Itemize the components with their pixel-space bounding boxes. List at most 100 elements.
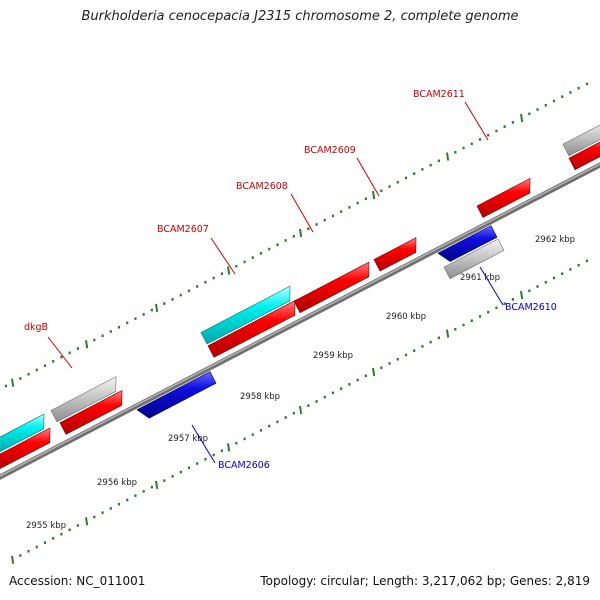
upper-scale-minor-tick: [340, 210, 343, 213]
upper-scale-minor-tick: [134, 317, 137, 320]
upper-scale-major-tick: [520, 113, 524, 123]
upper-scale-minor-tick: [268, 247, 271, 251]
upper-scale-minor-tick: [364, 197, 367, 201]
upper-scale-minor-tick: [196, 285, 199, 288]
feature-red-bar: [0, 427, 51, 469]
leader-line: [210, 237, 236, 275]
feature-gray-bar: [443, 238, 505, 280]
lower-scale-minor-tick: [187, 466, 191, 470]
gene-label-forward: BCAM2607: [157, 224, 209, 235]
feature-red-bar: [59, 390, 123, 435]
lower-scale-minor-tick: [585, 259, 588, 263]
upper-scale-major-tick: [155, 303, 159, 313]
upper-scale-minor-tick: [380, 189, 383, 193]
lower-scale-minor-tick: [478, 315, 482, 318]
lower-scale-minor-tick: [495, 306, 498, 310]
feature-red-bar: [568, 141, 600, 171]
lower-scale-major-tick: [372, 367, 376, 377]
upper-scale-minor-tick: [585, 82, 588, 86]
upper-scale-minor-tick: [220, 272, 223, 275]
upper-scale-minor-tick: [437, 159, 440, 163]
upper-scale-minor-tick: [561, 95, 564, 99]
leader-line: [356, 157, 380, 197]
leader-line: [479, 266, 504, 306]
lower-scale-minor-tick: [315, 400, 318, 403]
upper-scale-minor-tick: [204, 280, 207, 284]
scale-label: 2960 kbp: [386, 312, 426, 322]
leader-line: [464, 101, 489, 141]
upper-scale-minor-tick: [43, 364, 47, 367]
lower-scale-minor-tick: [27, 549, 30, 553]
upper-scale-minor-tick: [544, 103, 547, 107]
upper-scale-minor-tick: [163, 302, 166, 305]
lower-scale-minor-tick: [171, 475, 174, 478]
feature-gray-bar: [50, 376, 117, 423]
upper-scale-minor-tick: [487, 133, 490, 137]
feature-red-bar: [373, 237, 417, 272]
lower-scale-minor-tick: [487, 310, 490, 314]
upper-scale-minor-tick: [117, 325, 121, 329]
map-title: Burkholderia cenocepacia J2315 chromosom…: [81, 9, 519, 24]
feature-red-bar: [207, 299, 296, 358]
upper-scale-minor-tick: [348, 206, 351, 209]
feature-blue-bar: [136, 371, 217, 419]
scale-label: 2957 kbp: [168, 434, 208, 444]
scale-label: 2958 kbp: [240, 392, 280, 402]
upper-scale-major-tick: [85, 340, 89, 349]
lower-scale-minor-tick: [52, 537, 55, 540]
backbone-highlight: [0, 163, 600, 477]
lower-scale-minor-tick: [101, 511, 104, 515]
gene-label-reverse: BCAM2606: [218, 460, 270, 471]
gene-label-forward: BCAM2609: [304, 145, 356, 156]
lower-scale-minor-tick: [76, 524, 79, 527]
upper-scale-minor-tick: [404, 176, 408, 180]
feature-blue-bar: [437, 225, 498, 262]
upper-scale-major-tick: [372, 190, 376, 200]
gene-label-reverse: BCAM2610: [505, 302, 557, 313]
lower-scale-minor-tick: [437, 336, 440, 340]
upper-scale-minor-tick: [356, 201, 359, 205]
lower-scale-minor-tick: [356, 378, 359, 382]
lower-scale-minor-tick: [163, 479, 166, 482]
lower-scale-minor-tick: [235, 441, 238, 445]
lower-scale-major-tick: [299, 405, 303, 415]
backbone-line: [0, 162, 600, 480]
leader-line: [191, 424, 216, 464]
upper-scale-minor-tick: [235, 264, 238, 268]
lower-scale-minor-tick: [511, 298, 514, 301]
lower-scale-minor-tick: [380, 366, 383, 370]
upper-scale-minor-tick: [284, 239, 287, 242]
lower-scale-minor-tick: [503, 302, 506, 305]
lower-scale-minor-tick: [331, 391, 335, 395]
feature-cyan-bar: [0, 413, 45, 452]
upper-scale-minor-tick: [243, 260, 246, 264]
lower-scale-minor-tick: [19, 554, 22, 557]
lower-scale-minor-tick: [251, 433, 254, 436]
lower-scale-minor-tick: [276, 420, 279, 424]
lower-scale-minor-tick: [388, 362, 391, 365]
upper-scale-minor-tick: [454, 150, 457, 154]
upper-scale-minor-tick: [413, 172, 416, 175]
lower-scale-minor-tick: [323, 395, 326, 399]
lower-scale-major-tick: [85, 517, 89, 526]
upper-scale-minor-tick: [552, 99, 556, 103]
lower-scale-minor-tick: [204, 457, 207, 461]
leader-line: [290, 193, 314, 233]
leader-line: [47, 336, 73, 369]
lower-scale-minor-tick: [243, 437, 246, 441]
upper-scale-minor-tick: [577, 86, 580, 90]
scale-label: 2955 kbp: [26, 521, 66, 531]
upper-scale-minor-tick: [109, 330, 112, 333]
lower-scale-minor-tick: [284, 416, 287, 419]
upper-scale-minor-tick: [315, 223, 318, 226]
upper-scale-minor-tick: [171, 298, 174, 301]
lower-scale-minor-tick: [569, 268, 572, 271]
lower-scale-minor-tick: [43, 541, 47, 544]
upper-scale-minor-tick: [307, 227, 310, 231]
upper-scale-major-tick: [11, 378, 15, 387]
lower-scale-minor-tick: [60, 532, 63, 536]
lower-scale-minor-tick: [470, 319, 473, 323]
lower-scale-minor-tick: [268, 424, 271, 428]
gene-label-forward: dkgB: [24, 322, 48, 333]
